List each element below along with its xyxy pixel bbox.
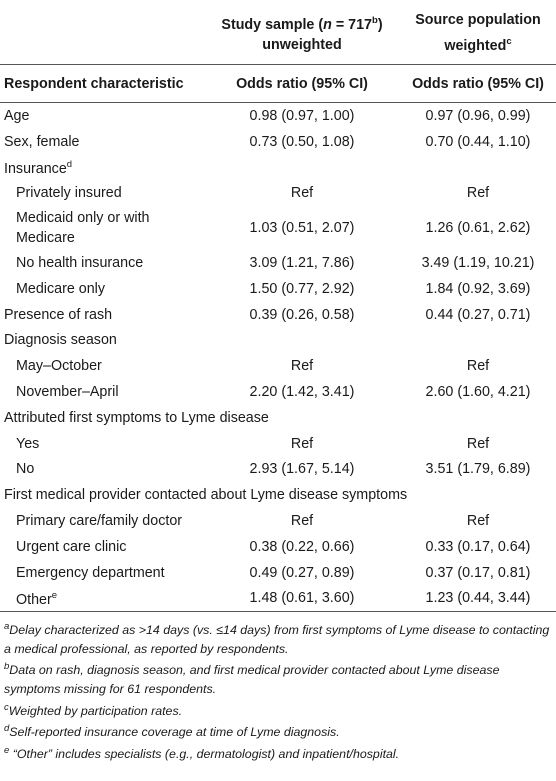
odds-ratio-weighted: 0.70 (0.44, 1.10) <box>425 133 531 150</box>
row-label: First medical provider contacted about L… <box>4 487 408 504</box>
row-label: No health insurance <box>16 255 144 272</box>
table-row: Sex, female 0.73 (0.50, 1.08) 0.70 (0.44, … <box>0 129 556 155</box>
table-footnotes: aDelay characterized as >14 days (vs. ≤1… <box>0 612 556 763</box>
odds-ratio-unweighted: 2.20 (1.42, 3.41) <box>249 384 355 401</box>
odds-ratio-unweighted: 3.09 (1.21, 7.86) <box>249 255 355 272</box>
odds-ratio-weighted: Ref <box>466 185 490 202</box>
footnote: e “Other” includes specialists (e.g., de… <box>4 744 400 761</box>
table-row: No 2.93 (1.67, 5.14) 3.51 (1.79, 6.89) <box>0 457 556 483</box>
odds-ratio-unweighted: 0.73 (0.50, 1.08) <box>249 133 355 150</box>
table-row: May–October Ref Ref <box>0 353 556 379</box>
header-respondent-characteristic: Respondent characteristic <box>4 75 184 92</box>
row-label: May–October <box>16 358 102 375</box>
odds-ratio-weighted: 0.97 (0.96, 0.99) <box>425 107 531 124</box>
odds-ratio-unweighted: 2.93 (1.67, 5.14) <box>249 461 355 478</box>
table-row: No health insurance 3.09 (1.21, 7.86) 3.49… <box>0 250 556 276</box>
row-label: Primary care/family doctor <box>16 513 183 530</box>
table-row: Age 0.98 (0.97, 1.00) 0.97 (0.96, 0.99) <box>0 103 556 129</box>
table-row: Urgent care clinic 0.38 (0.22, 0.66) 0.33 … <box>0 534 556 560</box>
odds-ratio-unweighted: Ref <box>290 435 314 452</box>
row-label: Insuranced <box>4 158 73 177</box>
table-row: Presence of rash 0.39 (0.26, 0.58) 0.44 (0… <box>0 302 556 328</box>
odds-ratio-weighted: 0.44 (0.27, 0.71) <box>425 306 531 323</box>
odds-ratio-weighted: 2.60 (1.60, 4.21) <box>425 384 531 401</box>
table-row: Medicare only 1.50 (0.77, 2.92) 1.84 (0.92… <box>0 276 556 302</box>
odds-ratio-weighted: 1.84 (0.92, 3.69) <box>425 280 531 297</box>
table-row: Othere 1.48 (0.61, 3.60) 1.23 (0.44, 3.44) <box>0 585 556 613</box>
odds-ratio-weighted: Ref <box>466 358 490 375</box>
odds-ratio-weighted: 3.51 (1.79, 6.89) <box>425 461 531 478</box>
odds-ratio-unweighted: 0.49 (0.27, 0.89) <box>249 564 355 581</box>
header-odds-ratio-unweighted: Odds ratio (95% CI) <box>236 75 368 92</box>
row-label: Age <box>4 107 30 124</box>
odds-ratio-unweighted: Ref <box>290 185 314 202</box>
footnote: dSelf-reported insurance coverage at tim… <box>4 723 340 740</box>
row-label: Sex, female <box>4 133 80 150</box>
table-row: Emergency department 0.49 (0.27, 0.89) 0.3… <box>0 560 556 586</box>
row-label: Othere <box>0 585 204 613</box>
table-row: November–April 2.20 (1.42, 3.41) 2.60 (1.6… <box>0 379 556 405</box>
header-sub-row: Respondent characteristic Odds ratio (95… <box>0 64 556 103</box>
table-row: Attributed first symptoms to Lyme diseas… <box>0 405 556 431</box>
odds-ratio-unweighted: 1.48 (0.61, 3.60) <box>204 585 400 613</box>
table-row: First medical provider contacted about L… <box>0 482 556 508</box>
odds-ratio-unweighted: 1.50 (0.77, 2.92) <box>249 280 355 297</box>
row-label: No <box>16 461 35 478</box>
odds-ratio-unweighted: Ref <box>290 513 314 530</box>
odds-ratio-unweighted <box>204 328 400 354</box>
odds-ratio-weighted <box>400 328 556 354</box>
odds-ratio-weighted: 1.23 (0.44, 3.44) <box>400 585 556 613</box>
footnote: aDelay characterized as >14 days (vs. ≤1… <box>4 621 550 656</box>
row-label: Presence of rash <box>4 306 113 323</box>
odds-ratio-unweighted <box>204 155 400 181</box>
odds-ratio-table: Study sample (n = 717b) unweighted Sourc… <box>0 0 556 613</box>
odds-ratio-weighted: 3.49 (1.19, 10.21) <box>421 255 535 272</box>
row-label: Emergency department <box>16 564 165 581</box>
header-top-col1 <box>0 0 204 65</box>
row-label: Yes <box>16 435 40 452</box>
row-label: Privately insured <box>16 185 122 202</box>
table-row: Primary care/family doctor Ref Ref <box>0 508 556 534</box>
odds-ratio-weighted: Ref <box>466 513 490 530</box>
table-row: Diagnosis season <box>0 328 556 354</box>
row-label: November–April <box>16 384 119 401</box>
odds-ratio-weighted: 0.33 (0.17, 0.64) <box>425 538 531 555</box>
table-body: Age 0.98 (0.97, 1.00) 0.97 (0.96, 0.99) Sex… <box>0 103 556 613</box>
header-odds-ratio-weighted: Odds ratio (95% CI) <box>412 75 544 92</box>
row-label: Attributed first symptoms to Lyme diseas… <box>4 409 269 426</box>
row-label: Diagnosis season <box>4 332 117 349</box>
table-row: Yes Ref Ref <box>0 431 556 457</box>
odds-ratio-unweighted: 0.98 (0.97, 1.00) <box>249 107 355 124</box>
row-label: Medicaid only or with Medicare <box>16 210 150 247</box>
odds-ratio-unweighted: 0.39 (0.26, 0.58) <box>249 306 355 323</box>
odds-ratio-unweighted: 0.38 (0.22, 0.66) <box>249 538 355 555</box>
odds-ratio-weighted: Ref <box>466 435 490 452</box>
table-row: Insuranced <box>0 155 556 181</box>
footnote: cWeighted by participation rates. <box>4 701 183 718</box>
odds-ratio-weighted <box>400 155 556 181</box>
odds-ratio-unweighted: 1.03 (0.51, 2.07) <box>249 220 355 237</box>
table-row: Medicaid only or with Medicare 1.03 (0.51… <box>0 206 556 250</box>
footnote: bData on rash, diagnosis season, and fir… <box>4 661 500 697</box>
odds-ratio-weighted: 0.37 (0.17, 0.81) <box>425 564 531 581</box>
table-row: Privately insured Ref Ref <box>0 180 556 206</box>
header-source-population: Source population weightedc <box>415 11 541 54</box>
header-top-row: Study sample (n = 717b) unweighted Sourc… <box>0 0 556 65</box>
header-study-sample: Study sample (n = 717b) unweighted <box>221 14 383 54</box>
odds-ratio-unweighted: Ref <box>290 358 314 375</box>
row-label: Urgent care clinic <box>16 538 127 555</box>
row-label: Medicare only <box>16 280 105 297</box>
odds-ratio-weighted: 1.26 (0.61, 2.62) <box>425 220 531 237</box>
